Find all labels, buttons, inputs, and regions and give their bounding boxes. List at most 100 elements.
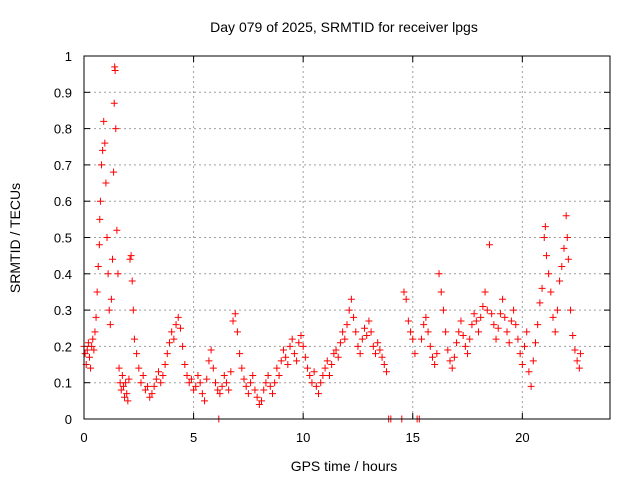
data-point xyxy=(107,295,115,303)
data-point xyxy=(141,386,149,394)
data-point xyxy=(521,342,529,350)
data-point xyxy=(150,382,158,390)
data-point xyxy=(87,364,95,372)
data-point xyxy=(117,386,125,394)
data-point xyxy=(319,371,327,379)
data-point xyxy=(411,350,419,358)
data-point xyxy=(553,306,561,314)
data-point xyxy=(428,353,436,361)
data-point xyxy=(110,99,118,107)
data-point xyxy=(196,379,204,387)
data-point xyxy=(185,379,193,387)
data-point xyxy=(562,212,570,220)
data-point xyxy=(192,382,200,390)
data-point xyxy=(157,379,165,387)
data-point xyxy=(212,379,219,387)
data-point xyxy=(225,386,233,394)
data-point xyxy=(105,306,113,314)
data-point xyxy=(426,342,434,350)
data-point xyxy=(422,313,430,321)
data-point xyxy=(310,368,318,376)
data-point xyxy=(518,361,526,369)
data-point xyxy=(218,382,226,390)
data-point xyxy=(472,317,480,325)
data-point xyxy=(99,146,107,154)
data-point xyxy=(576,350,584,358)
data-point xyxy=(249,371,257,379)
data-point xyxy=(538,284,546,292)
data-point xyxy=(103,234,111,241)
data-point xyxy=(279,346,287,354)
data-point xyxy=(222,379,230,387)
data-point xyxy=(503,328,511,336)
data-point xyxy=(92,313,100,321)
data-point xyxy=(135,364,143,372)
data-point xyxy=(176,324,184,332)
data-point xyxy=(201,397,209,405)
data-point xyxy=(111,67,119,75)
data-point xyxy=(118,371,126,379)
data-point xyxy=(129,306,137,314)
data-point xyxy=(127,252,135,260)
data-point xyxy=(514,335,522,343)
data-point xyxy=(91,328,99,336)
data-point xyxy=(464,350,472,358)
data-point xyxy=(308,379,316,387)
data-point xyxy=(551,328,559,336)
data-point xyxy=(567,306,575,314)
y-axis-label: SRMTID / TECUs xyxy=(7,183,23,293)
data-point xyxy=(155,368,163,376)
data-point xyxy=(90,346,98,354)
data-point xyxy=(288,335,296,343)
data-point xyxy=(110,168,118,176)
data-point xyxy=(240,375,248,383)
data-point xyxy=(121,393,129,401)
data-point xyxy=(345,306,353,314)
data-point xyxy=(83,346,91,354)
data-point xyxy=(317,379,325,387)
y-tick-labels: 0 0.1 0.2 0.3 0.4 0.5 0.6 0.7 0.8 0.9 1 xyxy=(54,49,72,427)
data-point xyxy=(475,328,482,336)
data-point xyxy=(101,139,109,147)
data-point xyxy=(376,346,384,354)
data-point xyxy=(148,390,156,398)
data-point xyxy=(457,317,465,325)
data-point xyxy=(420,321,428,329)
data-point xyxy=(170,335,178,343)
x-tick-label: 10 xyxy=(296,430,310,445)
data-point xyxy=(284,361,292,369)
data-point xyxy=(374,339,382,347)
data-point xyxy=(510,306,518,314)
data-point xyxy=(363,332,371,340)
data-point xyxy=(558,263,566,271)
data-point xyxy=(523,328,531,336)
data-point xyxy=(113,226,121,234)
y-tick-label: 0.6 xyxy=(54,194,72,209)
data-point xyxy=(293,357,301,365)
data-point xyxy=(365,317,373,325)
data-point xyxy=(315,390,323,398)
data-point xyxy=(128,277,136,285)
data-point xyxy=(231,310,239,318)
data-point xyxy=(418,335,426,343)
data-point xyxy=(125,375,133,383)
x-tick-label: 15 xyxy=(406,430,420,445)
data-point xyxy=(96,197,104,205)
data-point xyxy=(159,371,167,379)
x-tick-labels: 0 5 10 15 20 xyxy=(80,430,529,445)
data-point xyxy=(114,270,122,278)
data-point xyxy=(575,364,583,372)
data-point xyxy=(356,350,364,358)
data-point xyxy=(343,321,351,329)
data-point xyxy=(525,368,533,376)
data-point xyxy=(268,390,276,398)
y-tick-label: 0.8 xyxy=(54,122,72,137)
data-point xyxy=(470,310,478,318)
data-point xyxy=(229,317,237,325)
data-point xyxy=(444,346,452,354)
data-point xyxy=(260,386,268,394)
data-point xyxy=(435,270,443,278)
data-point xyxy=(130,335,138,343)
data-point xyxy=(332,346,340,354)
data-point xyxy=(89,335,97,343)
